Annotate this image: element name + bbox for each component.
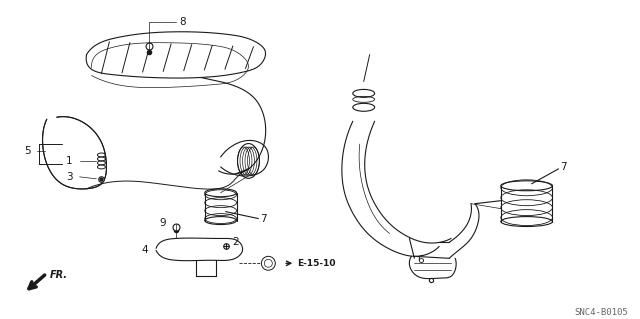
Text: 9: 9 bbox=[159, 218, 166, 227]
Text: 8: 8 bbox=[179, 17, 186, 27]
Text: FR.: FR. bbox=[50, 270, 68, 280]
Text: 4: 4 bbox=[141, 245, 148, 256]
Text: 7: 7 bbox=[561, 162, 567, 172]
Text: 5: 5 bbox=[24, 146, 31, 156]
Text: E-15-10: E-15-10 bbox=[297, 259, 335, 268]
Text: 2: 2 bbox=[232, 237, 239, 248]
Text: 6: 6 bbox=[417, 255, 424, 265]
Text: 3: 3 bbox=[66, 172, 72, 182]
Text: 1: 1 bbox=[66, 156, 72, 166]
Text: 7: 7 bbox=[260, 214, 267, 224]
Text: SNC4-B0105: SNC4-B0105 bbox=[574, 308, 628, 317]
